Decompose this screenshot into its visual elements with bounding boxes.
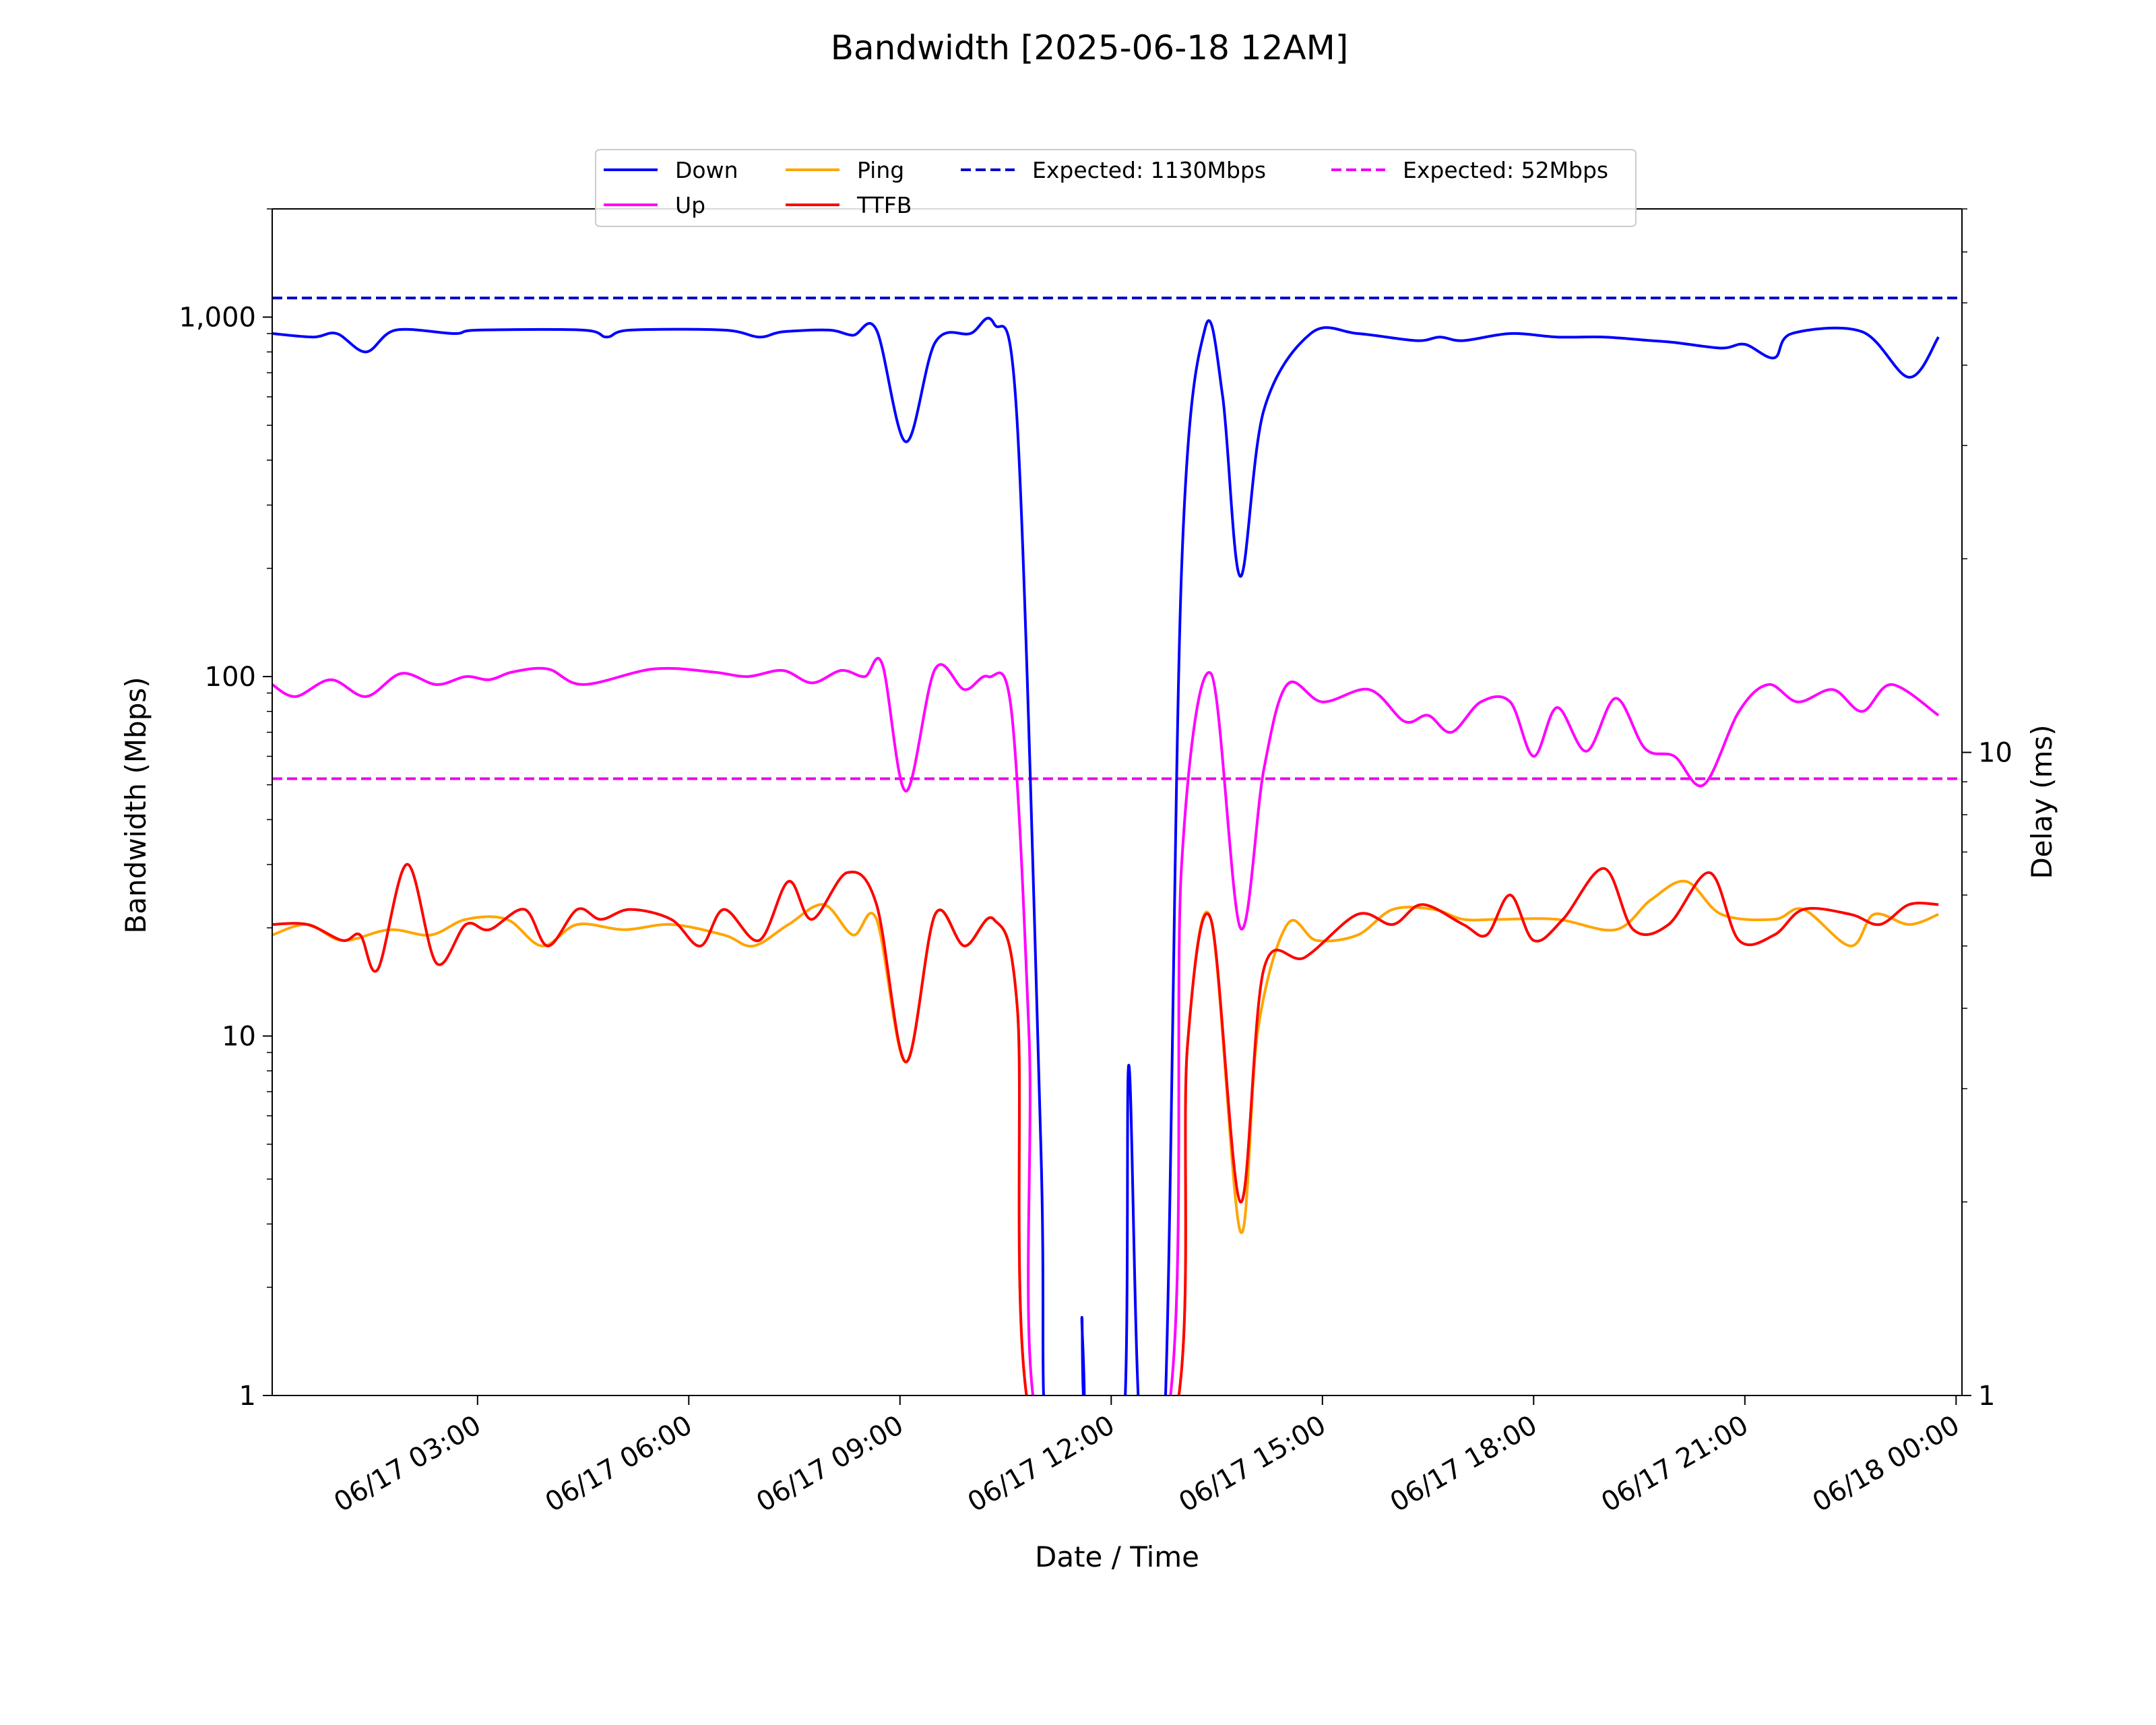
- series-line-down: [272, 317, 1940, 1395]
- legend-label: Expected: 52Mbps: [1403, 157, 1608, 183]
- y2-axis-title: Delay (ms): [2025, 724, 2058, 879]
- series-line-up: [272, 657, 1940, 1395]
- y-tick-label: 1: [239, 1381, 256, 1412]
- legend-label: Up: [675, 192, 705, 218]
- legend-label: TTFB: [856, 192, 912, 218]
- legend: Down Up Ping TTFB Expected: 1130Mbps Expected…: [595, 149, 1637, 227]
- series-group: [272, 296, 1962, 1395]
- y2-tick-label: 1: [1978, 1381, 1995, 1412]
- y2-tick-label: 10: [1978, 738, 2012, 769]
- series-line-ping: [272, 879, 1939, 1395]
- series-line-ttfb: [272, 862, 1939, 1395]
- chart-title: Bandwidth [2025-06-18 12AM]: [831, 28, 1349, 67]
- legend-label: Expected: 1130Mbps: [1032, 157, 1266, 183]
- legend-label: Ping: [857, 157, 904, 183]
- y-tick-label: 10: [222, 1022, 256, 1053]
- x-axis-title: Date / Time: [1035, 1540, 1199, 1573]
- y-tick-label: 100: [205, 662, 256, 693]
- y-axis-title: Bandwidth (Mbps): [119, 677, 152, 933]
- legend-label: Down: [675, 157, 738, 183]
- plot-area: [272, 296, 1962, 1395]
- y-tick-label: 1,000: [179, 303, 256, 334]
